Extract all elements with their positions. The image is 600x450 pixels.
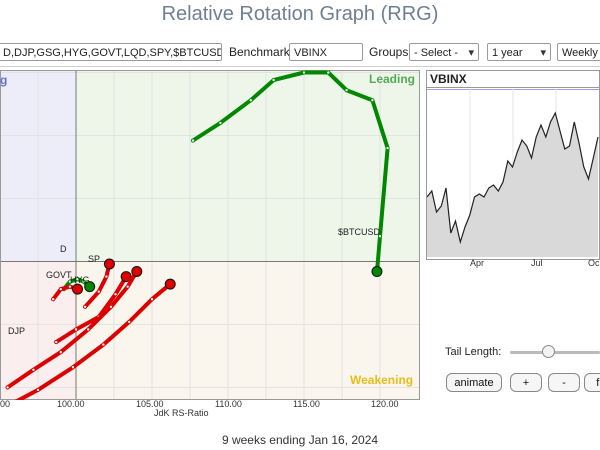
chart-border <box>0 70 420 400</box>
toolbar: D,DJP,GSG,HYG,GOVT,LQD,SPY,$BTCUSD Bench… <box>0 42 600 64</box>
d-label: D <box>60 244 67 254</box>
benchmark-label: Benchmark: <box>229 45 294 59</box>
tail-length-label: Tail Length: <box>445 346 502 358</box>
spy-label: SP <box>88 254 101 264</box>
head-point-djp[interactable] <box>131 266 143 278</box>
benchmark-chart: VBINX <box>426 70 600 260</box>
side-tick-oct: Oc <box>588 258 600 268</box>
page-title: Relative Rotation Graph (RRG) <box>161 3 439 25</box>
x-tick-100: 100.00 <box>57 399 85 409</box>
symbols-input[interactable]: D,DJP,GSG,HYG,GOVT,LQD,SPY,$BTCUSD <box>0 43 222 61</box>
groups-label: Groups: <box>369 45 412 59</box>
tail-point <box>149 297 154 302</box>
tail-point <box>86 327 91 332</box>
quadrant-weakening-label: Weakening <box>350 373 414 387</box>
tail-length-slider[interactable] <box>510 351 600 354</box>
tail-point <box>370 98 375 103</box>
tail-point <box>127 319 132 324</box>
benchmark-chart-svg <box>427 89 599 257</box>
tail-point <box>70 365 75 370</box>
tail-point <box>67 279 72 284</box>
tail-point <box>96 289 101 294</box>
rrg-chart[interactable]: g Leading Weakening $BTCUSD GOVT HYG SP … <box>0 70 420 410</box>
benchmark-input[interactable]: VBINX <box>289 43 363 61</box>
tail-point <box>218 120 223 125</box>
groups-select[interactable]: - Select - <box>409 43 479 61</box>
djp-label: DJP <box>8 326 26 336</box>
x-tick-110: 110.00 <box>215 399 242 409</box>
tail-point <box>271 78 276 83</box>
tail-point <box>108 304 113 309</box>
x-tick-115: 115.00 <box>293 399 320 409</box>
quadrant-leading-label: Leading <box>369 72 416 86</box>
chart-grid <box>0 70 420 400</box>
tail-point <box>58 350 63 355</box>
head-point-govt[interactable] <box>103 258 115 270</box>
frequency-select[interactable]: Weekly <box>557 43 600 61</box>
tail-point <box>344 88 349 93</box>
side-tick-apr: Apr <box>470 258 485 268</box>
period-select[interactable]: 1 year <box>487 43 551 61</box>
tail-point <box>301 70 306 75</box>
step-back-button[interactable]: - <box>548 373 580 392</box>
tail-point <box>113 292 118 297</box>
head-point-btcusd[interactable] <box>371 266 383 278</box>
side-tick-jul: Jul <box>531 258 543 268</box>
tail-point <box>101 342 106 347</box>
quadrant-weakening <box>76 261 420 400</box>
tail-point <box>75 277 80 282</box>
tail-point <box>31 367 36 372</box>
head-point-gsg[interactable] <box>164 278 176 290</box>
tail-length-slider-handle[interactable] <box>542 345 555 358</box>
head-point-hyg[interactable] <box>120 271 132 283</box>
benchmark-area <box>427 113 598 257</box>
step-forward-button[interactable]: + <box>510 373 542 392</box>
quadrant-improving-label: g <box>0 73 8 87</box>
x-tick-95: 00 <box>0 399 11 409</box>
btcusd-label: $BTCUSD <box>338 227 381 237</box>
tail-point <box>67 284 72 289</box>
tail-point <box>104 274 109 279</box>
rotation-tails <box>2 70 390 410</box>
x-axis-label: JdK RS-Ratio <box>154 408 209 418</box>
head-point-spy[interactable] <box>84 281 96 293</box>
animate-button[interactable]: animate <box>446 373 502 392</box>
hyg-label: HYG <box>70 275 90 285</box>
tail-point <box>51 297 56 302</box>
date-range-footer: 9 weeks ending Jan 16, 2024 <box>221 433 379 447</box>
x-tick-105: 105.00 <box>136 399 164 409</box>
govt-label: GOVT <box>46 270 72 280</box>
tail-point <box>36 387 41 392</box>
tail-point <box>81 279 86 284</box>
tail-point <box>58 287 63 292</box>
tail-point <box>377 234 382 239</box>
x-tick-120: 120.00 <box>371 399 399 409</box>
rrg-chart-svg <box>0 70 420 410</box>
tail-point <box>54 340 59 345</box>
tail-point <box>385 146 390 151</box>
tail-point <box>5 385 10 390</box>
tail-point <box>326 70 331 75</box>
tail-point <box>74 327 79 332</box>
tail-point <box>248 98 253 103</box>
tail-point <box>191 138 196 143</box>
tail-point <box>125 284 130 289</box>
first-button[interactable]: fi <box>584 373 600 392</box>
tail-point <box>83 304 88 309</box>
head-point-lqd[interactable] <box>72 283 84 295</box>
tail-govt <box>83 262 112 309</box>
benchmark-line <box>427 111 599 245</box>
benchmark-chart-title: VBINX <box>427 71 599 88</box>
toolbar-divider <box>0 66 600 67</box>
